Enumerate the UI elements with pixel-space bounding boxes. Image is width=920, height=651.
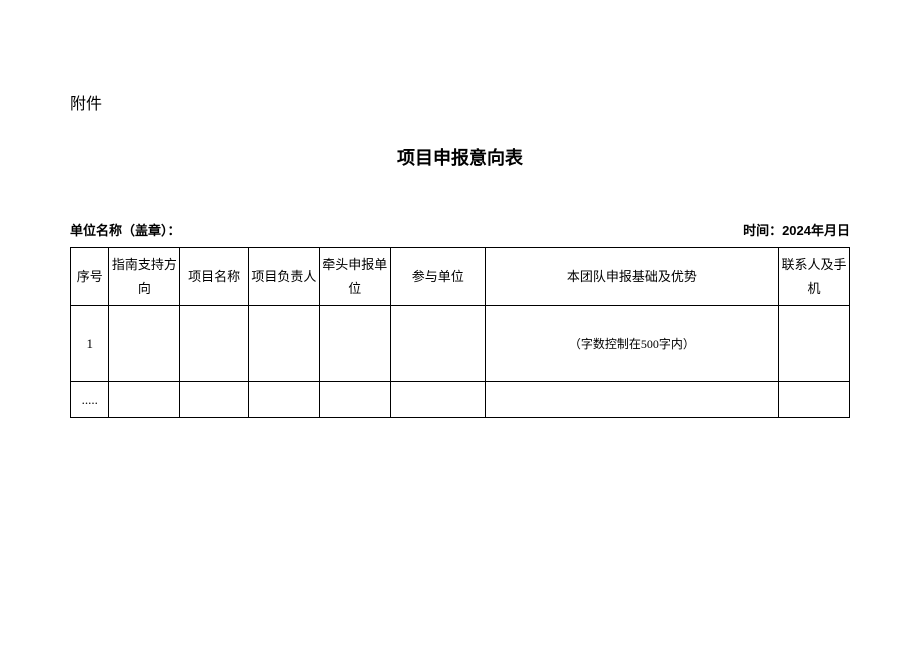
cell-lead-unit — [319, 382, 390, 418]
table-row: 1 （字数控制在500字内） — [71, 306, 850, 382]
time-label: 时间：2024年月日 — [743, 220, 850, 239]
cell-seq: ..... — [71, 382, 109, 418]
meta-row: 单位名称（盖章）： 时间：2024年月日 — [70, 220, 850, 239]
application-table: 序号 指南支持方向 项目名称 项目负责人 牵头申报单位 参与单位 本团队申报基础… — [70, 247, 850, 418]
cell-leader — [249, 306, 320, 382]
cell-project — [180, 306, 249, 382]
header-contact: 联系人及手机 — [779, 248, 850, 306]
table-header-row: 序号 指南支持方向 项目名称 项目负责人 牵头申报单位 参与单位 本团队申报基础… — [71, 248, 850, 306]
header-participants: 参与单位 — [390, 248, 485, 306]
header-leader: 项目负责人 — [249, 248, 320, 306]
header-direction: 指南支持方向 — [109, 248, 180, 306]
cell-direction — [109, 382, 180, 418]
page-title: 项目申报意向表 — [70, 144, 850, 170]
cell-participants — [390, 306, 485, 382]
header-seq: 序号 — [71, 248, 109, 306]
header-project: 项目名称 — [180, 248, 249, 306]
table-row: ..... — [71, 382, 850, 418]
cell-participants — [390, 382, 485, 418]
cell-direction — [109, 306, 180, 382]
header-lead-unit: 牵头申报单位 — [319, 248, 390, 306]
cell-contact — [779, 382, 850, 418]
cell-leader — [249, 382, 320, 418]
cell-lead-unit — [319, 306, 390, 382]
cell-project — [180, 382, 249, 418]
header-advantage: 本团队申报基础及优势 — [485, 248, 778, 306]
attachment-label: 附件 — [70, 90, 850, 114]
cell-seq: 1 — [71, 306, 109, 382]
unit-name-label: 单位名称（盖章）： — [70, 220, 181, 239]
cell-contact — [779, 306, 850, 382]
cell-advantage — [485, 382, 778, 418]
cell-advantage: （字数控制在500字内） — [485, 306, 778, 382]
